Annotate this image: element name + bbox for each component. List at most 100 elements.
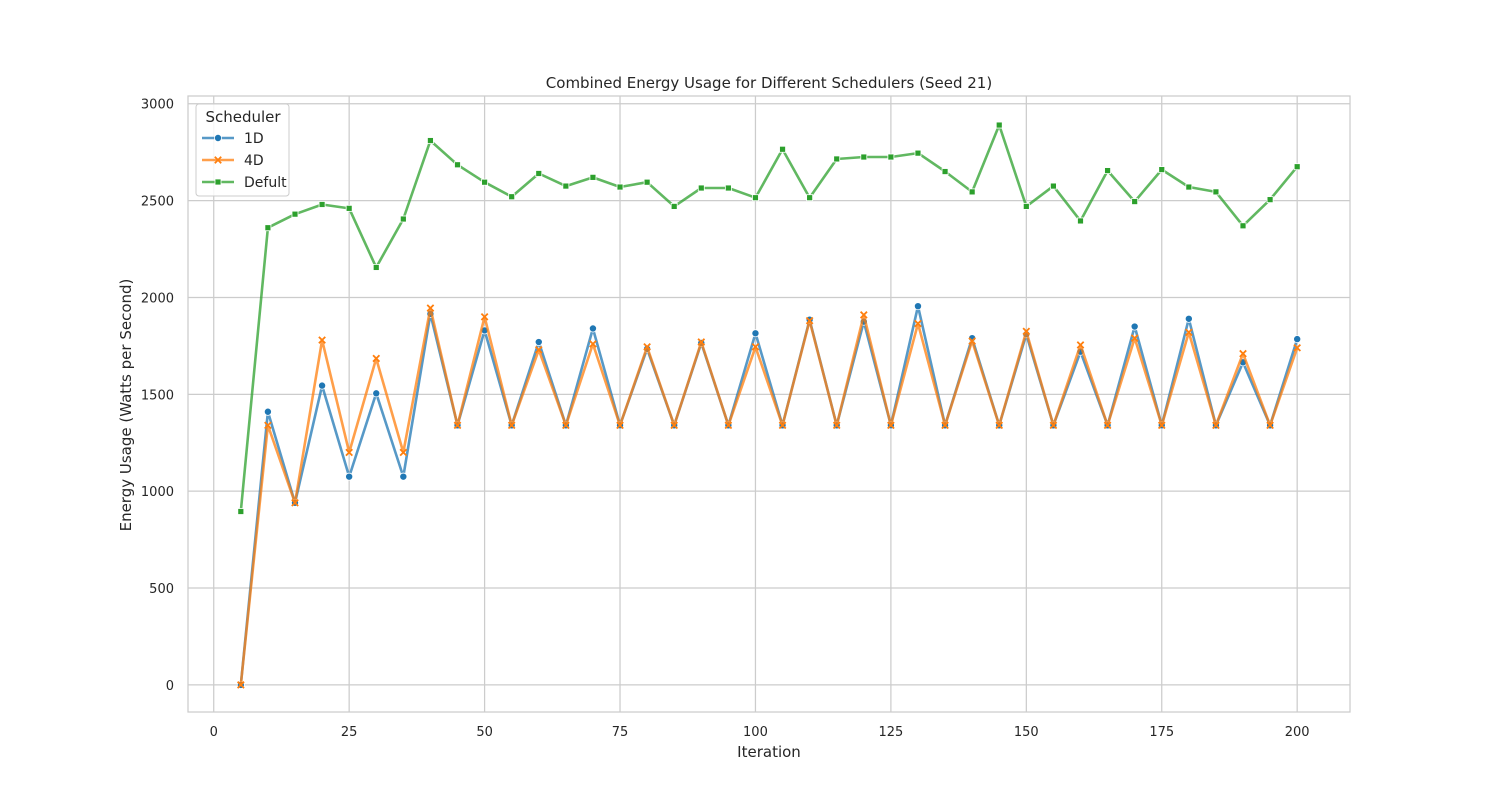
data-point-defult bbox=[562, 182, 570, 190]
y-tick-label: 500 bbox=[149, 582, 174, 597]
data-point-1d bbox=[1130, 322, 1139, 331]
data-point-defult bbox=[1185, 183, 1193, 191]
y-tick-label: 1000 bbox=[141, 485, 174, 500]
data-point-4d bbox=[941, 421, 949, 430]
data-point-defult bbox=[968, 188, 976, 196]
data-point-defult bbox=[427, 137, 434, 144]
data-point-4d bbox=[1049, 421, 1058, 430]
data-point-4d bbox=[751, 343, 760, 351]
data-point-defult bbox=[616, 183, 624, 191]
data-point-defult bbox=[345, 204, 353, 212]
data-point-4d bbox=[670, 421, 679, 430]
data-point-4d bbox=[399, 448, 408, 457]
legend-item-1d: 1D bbox=[202, 131, 264, 147]
data-point-4d bbox=[1022, 327, 1031, 336]
data-point-defult bbox=[1266, 196, 1274, 204]
data-point-defult bbox=[535, 170, 543, 177]
data-point-4d bbox=[1212, 421, 1220, 430]
series-4d bbox=[236, 304, 1302, 689]
data-point-defult bbox=[941, 168, 949, 175]
data-point-4d bbox=[832, 421, 841, 430]
data-point-4d bbox=[1130, 334, 1139, 342]
y-tick-labels: 0 500 1000 1500 2000 2500 3000 bbox=[141, 98, 174, 694]
legend-items: 1D 4D Defult bbox=[202, 131, 287, 191]
data-point-1d bbox=[318, 381, 327, 390]
data-point-4d bbox=[914, 319, 922, 328]
data-point-1d bbox=[263, 407, 272, 416]
data-point-4d bbox=[372, 354, 381, 363]
chart-title: Combined Energy Usage for Different Sche… bbox=[546, 74, 992, 92]
data-point-4d bbox=[859, 311, 868, 319]
data-point-1d bbox=[913, 302, 922, 311]
legend-item-4d: 4D bbox=[202, 153, 264, 169]
data-point-1d bbox=[399, 472, 408, 481]
data-point-4d bbox=[236, 681, 245, 689]
data-point-defult bbox=[237, 508, 245, 515]
data-point-defult bbox=[291, 210, 299, 218]
x-tick-label: 200 bbox=[1285, 725, 1310, 740]
data-point-defult bbox=[1239, 222, 1247, 230]
data-point-4d bbox=[507, 421, 516, 430]
data-point-4d bbox=[697, 338, 706, 346]
data-point-4d bbox=[534, 345, 543, 354]
data-point-4d bbox=[995, 421, 1004, 430]
data-point-4d bbox=[1185, 328, 1193, 337]
data-point-1d bbox=[751, 329, 760, 338]
legend-item-defult: Defult bbox=[202, 175, 287, 191]
legend-marker bbox=[214, 156, 222, 164]
data-point-1d bbox=[1184, 314, 1193, 323]
legend-label: 4D bbox=[244, 153, 264, 169]
legend: Scheduler 1D 4D Defult bbox=[195, 103, 290, 197]
x-tick-label: 0 bbox=[210, 725, 218, 740]
data-point-4d bbox=[1076, 341, 1085, 349]
y-axis-label: Energy Usage (Watts per Second) bbox=[117, 279, 135, 532]
data-point-defult bbox=[1131, 198, 1139, 205]
data-point-defult bbox=[887, 153, 895, 161]
data-point-defult bbox=[1293, 163, 1301, 171]
data-point-4d bbox=[1103, 421, 1112, 430]
data-point-4d bbox=[805, 316, 814, 325]
data-point-defult bbox=[643, 178, 651, 186]
data-point-4d bbox=[643, 343, 651, 351]
series-layer bbox=[236, 121, 1302, 689]
series-line-1d bbox=[239, 304, 1299, 686]
legend-marker bbox=[213, 133, 222, 142]
y-tick-label: 3000 bbox=[141, 98, 174, 113]
y-tick-label: 0 bbox=[166, 679, 174, 694]
data-point-defult bbox=[372, 264, 380, 271]
data-point-defult bbox=[914, 149, 922, 157]
data-point-defult bbox=[1212, 188, 1220, 196]
data-point-4d bbox=[318, 336, 326, 344]
grid bbox=[188, 96, 1350, 712]
data-point-defult bbox=[508, 193, 516, 201]
series-defult bbox=[237, 121, 1301, 515]
legend-label: 1D bbox=[244, 131, 264, 147]
data-point-1d bbox=[588, 324, 597, 333]
y-tick-label: 2000 bbox=[141, 291, 174, 306]
data-point-4d bbox=[453, 421, 462, 430]
data-point-4d bbox=[968, 337, 976, 345]
data-point-4d bbox=[1293, 343, 1302, 352]
data-point-4d bbox=[562, 421, 570, 430]
data-point-defult bbox=[670, 203, 678, 210]
data-point-4d bbox=[1239, 349, 1247, 358]
plot-frame bbox=[187, 95, 1351, 713]
data-point-defult bbox=[724, 184, 732, 192]
data-point-4d bbox=[426, 304, 435, 312]
x-tick-label: 75 bbox=[612, 725, 629, 740]
data-point-defult bbox=[806, 194, 814, 202]
legend-label: Defult bbox=[244, 175, 287, 191]
data-point-defult bbox=[1050, 182, 1057, 190]
data-point-defult bbox=[833, 155, 841, 163]
y-tick-label: 2500 bbox=[141, 195, 174, 210]
data-point-4d bbox=[616, 421, 624, 430]
data-point-defult bbox=[318, 201, 326, 208]
x-tick-label: 150 bbox=[1014, 725, 1039, 740]
x-tick-label: 50 bbox=[476, 725, 493, 740]
data-point-4d bbox=[778, 421, 787, 430]
data-point-defult bbox=[264, 224, 272, 232]
x-tick-labels: 0 25 50 75 100 125 150 175 200 bbox=[210, 725, 1310, 740]
data-point-defult bbox=[1077, 217, 1084, 225]
data-point-4d bbox=[480, 312, 489, 321]
